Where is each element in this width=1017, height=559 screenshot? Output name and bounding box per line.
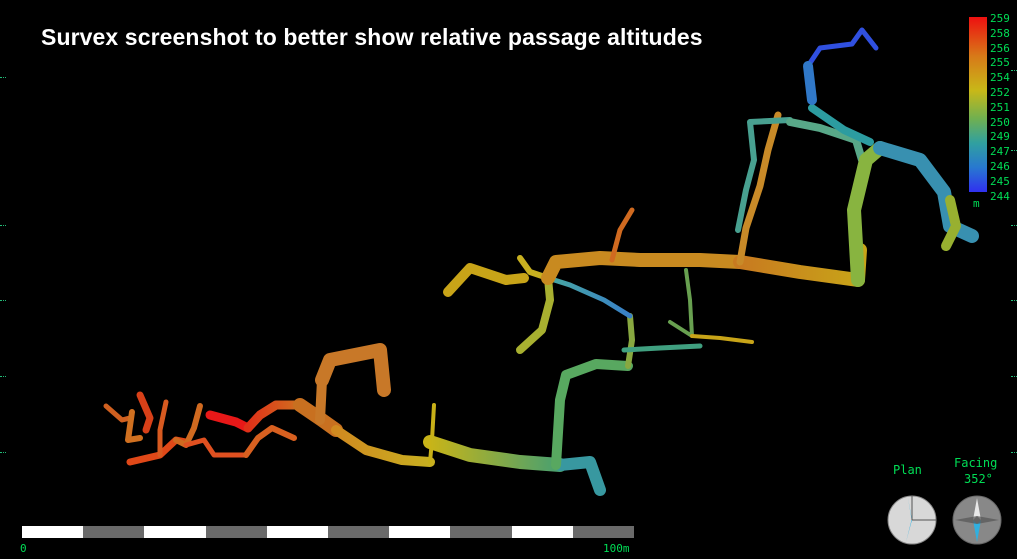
facing-label: Facing bbox=[954, 456, 998, 470]
scale-segment bbox=[450, 526, 512, 538]
scale-start-label: 0 bbox=[20, 542, 27, 555]
colorbar-label: 247 bbox=[990, 145, 1010, 159]
colorbar-label: 258 bbox=[990, 26, 1010, 40]
edge-tick bbox=[0, 225, 6, 226]
edge-tick bbox=[1011, 225, 1017, 226]
scale-bar[interactable] bbox=[22, 526, 635, 538]
colorbar-label: 246 bbox=[990, 159, 1010, 173]
colorbar-label: 259 bbox=[990, 12, 1010, 25]
edge-tick bbox=[1011, 452, 1017, 453]
edge-tick bbox=[0, 452, 6, 453]
scale-segment bbox=[511, 526, 573, 538]
edge-tick bbox=[1011, 300, 1017, 301]
altitude-colorbar bbox=[969, 17, 987, 192]
scale-segment bbox=[328, 526, 390, 538]
facing-value: 352° bbox=[964, 472, 993, 486]
colorbar-label: 249 bbox=[990, 130, 1010, 144]
edge-tick bbox=[0, 376, 6, 377]
edge-tick bbox=[1011, 376, 1017, 377]
colorbar-unit: m bbox=[973, 197, 980, 210]
compass-indicator[interactable] bbox=[951, 494, 1003, 546]
edge-tick bbox=[1011, 150, 1017, 151]
scale-end-label: 100m bbox=[603, 542, 630, 555]
colorbar-label: 254 bbox=[990, 71, 1010, 85]
scale-segment bbox=[144, 526, 206, 538]
colorbar-label: 245 bbox=[990, 174, 1010, 188]
scale-segment bbox=[22, 526, 84, 538]
colorbar-label: 256 bbox=[990, 41, 1010, 55]
colorbar-label: 252 bbox=[990, 85, 1010, 99]
colorbar-label: 251 bbox=[990, 100, 1010, 114]
edge-tick bbox=[0, 300, 6, 301]
scale-segment bbox=[205, 526, 267, 538]
colorbar-label: 244 bbox=[990, 189, 1010, 203]
edge-tick bbox=[1011, 70, 1017, 71]
scale-segment bbox=[389, 526, 451, 538]
page-title: Survex screenshot to better show relativ… bbox=[41, 24, 703, 50]
colorbar-label: 255 bbox=[990, 56, 1010, 70]
tilt-indicator[interactable] bbox=[886, 494, 938, 546]
edge-tick bbox=[0, 77, 6, 78]
colorbar-label: 250 bbox=[990, 115, 1010, 129]
scale-segment bbox=[83, 526, 145, 538]
colorbar-labels: 259 258 256 255 254 252 251 250 249 247 … bbox=[990, 12, 1010, 204]
scale-segment bbox=[572, 526, 635, 538]
scale-segment bbox=[266, 526, 329, 538]
plan-label: Plan bbox=[893, 463, 922, 477]
